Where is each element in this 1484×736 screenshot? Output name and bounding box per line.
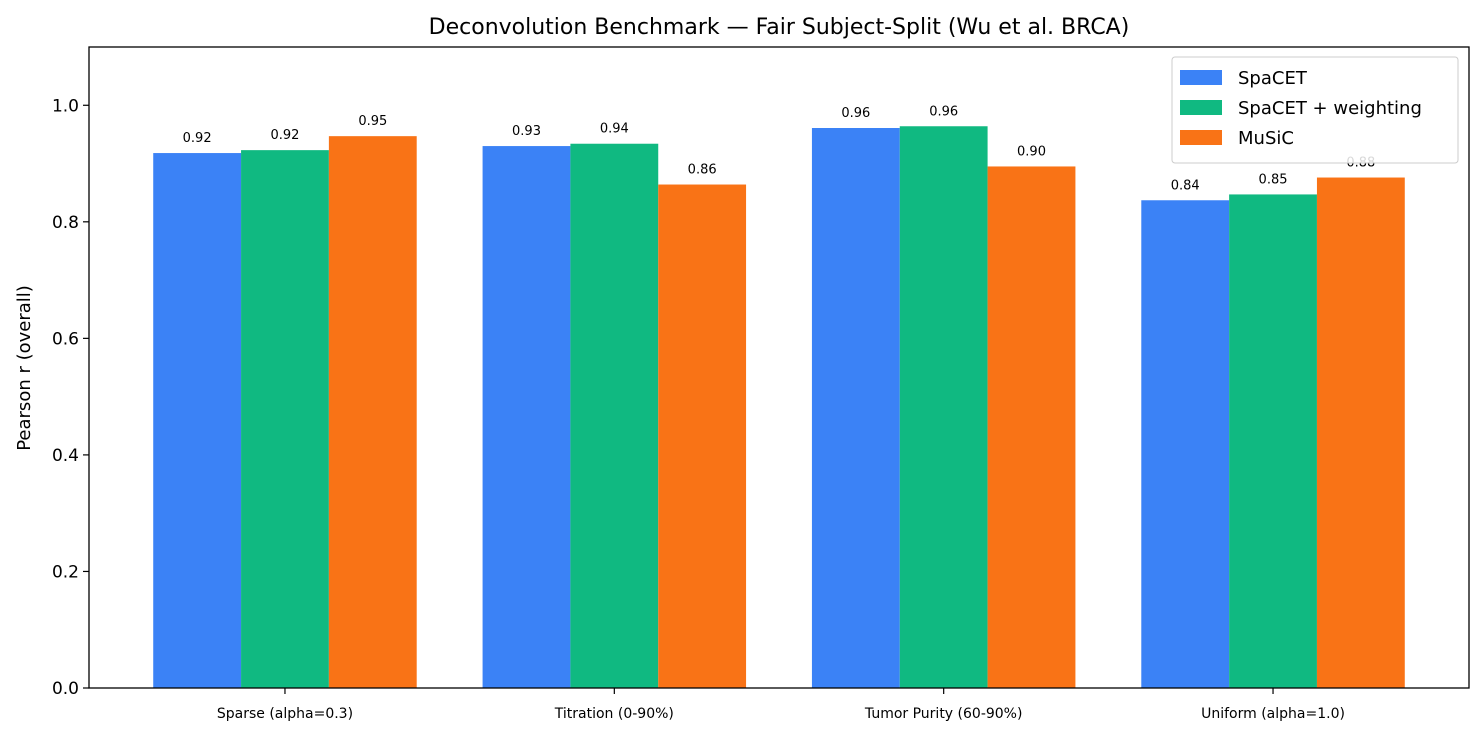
y-axis-label: Pearson r (overall): [14, 285, 35, 451]
plot-frame: [88, 46, 1470, 689]
data-label: 0.95: [358, 114, 387, 129]
bar: [658, 184, 747, 689]
data-label: 0.90: [1017, 144, 1046, 159]
data-label: 0.92: [183, 131, 212, 146]
bar: [1316, 177, 1405, 688]
data-label: 0.93: [512, 124, 541, 139]
data-label: 0.96: [841, 106, 870, 121]
y-tick-label: 0.2: [52, 562, 79, 582]
y-tick-label: 0.8: [52, 213, 79, 233]
legend-swatch: [1180, 130, 1222, 145]
x-tick-label: Sparse (alpha=0.3): [217, 706, 353, 722]
bar: [570, 143, 659, 688]
data-label: 0.85: [1259, 172, 1288, 187]
y-tick-label: 1.0: [52, 96, 79, 116]
bar: [153, 153, 242, 688]
y-tick-label: 0.0: [52, 679, 79, 699]
data-label: 0.96: [929, 104, 958, 119]
chart-title: Deconvolution Benchmark — Fair Subject-S…: [429, 15, 1130, 40]
legend-label: SpaCET + weighting: [1238, 98, 1422, 119]
legend-swatch: [1180, 70, 1222, 85]
legend: SpaCET SpaCET + weighting MuSiC: [1171, 56, 1459, 164]
bar: [987, 166, 1076, 688]
legend-label: MuSiC: [1238, 128, 1294, 149]
y-tick-label: 0.6: [52, 329, 79, 349]
x-tick-label: Tumor Purity (60-90%): [864, 706, 1023, 722]
legend-label: SpaCET: [1238, 68, 1308, 89]
bar: [811, 127, 900, 689]
x-tick-label: Uniform (alpha=1.0): [1201, 706, 1345, 722]
bar: [241, 150, 329, 689]
legend-swatch: [1180, 100, 1222, 115]
x-tick-label: Titration (0-90%): [554, 706, 674, 722]
bar: [482, 146, 571, 689]
bar: [328, 136, 417, 688]
bar: [1229, 194, 1317, 688]
legend-box: [1171, 56, 1459, 164]
y-tick-label: 0.4: [52, 446, 79, 466]
data-label: 0.92: [270, 128, 299, 143]
bar: [899, 126, 988, 688]
data-label: 0.84: [1171, 178, 1200, 193]
data-label: 0.94: [600, 122, 629, 137]
plot-area: 0.0 0.2 0.4 0.6 0.8 1.0 0.92 0.92 0.95 Sparse (al…: [52, 96, 1405, 722]
bar: [1141, 200, 1230, 689]
data-label: 0.86: [688, 163, 717, 178]
